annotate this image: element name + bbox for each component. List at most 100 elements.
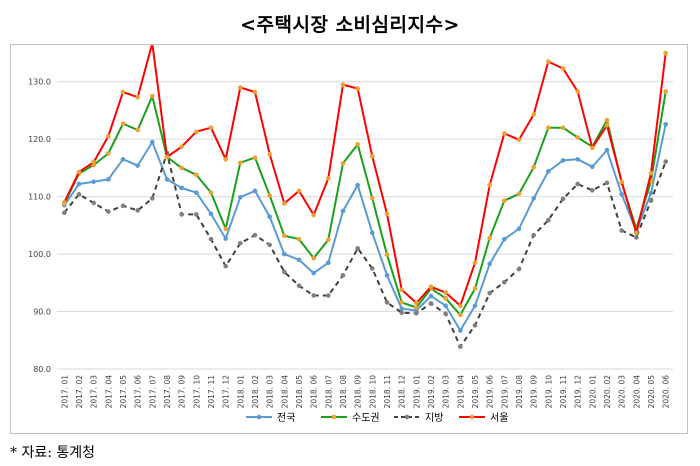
data-point — [560, 66, 566, 71]
data-point — [267, 151, 273, 157]
data-point — [545, 169, 551, 174]
x-tick-label: 2019. 07 — [500, 375, 509, 409]
x-tick-label: 2017. 03 — [90, 375, 99, 409]
data-point — [311, 255, 317, 261]
data-point — [135, 127, 141, 133]
y-axis-ticks: 80.0 90.0 100.0 110.0 120.0 130.0 — [28, 78, 51, 374]
data-point — [560, 158, 566, 163]
data-point — [340, 208, 346, 214]
chart-frame: 80.0 90.0 100.0 110.0 120.0 130.0 2017. 01 201… — [10, 44, 688, 434]
data-point — [237, 160, 243, 166]
x-tick-label: 2018. 07 — [324, 375, 333, 409]
data-point — [296, 188, 302, 194]
data-point — [501, 198, 507, 204]
data-point — [545, 217, 551, 223]
x-tick-label: 2017. 05 — [119, 375, 128, 409]
data-point — [325, 293, 331, 298]
x-tick-label: 2018. 12 — [398, 375, 407, 409]
data-point — [76, 191, 82, 197]
data-point — [384, 272, 390, 278]
x-tick-label: 2018. 06 — [310, 375, 319, 409]
x-tick-label: 2019. 05 — [471, 375, 480, 409]
series-line — [63, 45, 667, 307]
x-tick-label: 2017. 08 — [163, 375, 172, 409]
data-point — [413, 310, 419, 316]
data-point — [575, 135, 581, 140]
data-point — [135, 94, 141, 100]
x-tick-label: 2018. 11 — [383, 375, 392, 409]
data-point — [208, 125, 214, 131]
data-point — [252, 155, 258, 160]
data-point — [589, 187, 595, 193]
data-point — [325, 260, 331, 266]
data-point — [399, 306, 405, 312]
data-point — [252, 89, 258, 95]
series-2 — [61, 150, 669, 349]
data-point — [487, 182, 493, 188]
data-point — [619, 191, 625, 197]
data-point — [281, 201, 287, 206]
data-point — [91, 200, 97, 206]
data-point — [545, 125, 551, 131]
data-point — [384, 252, 390, 258]
data-point — [575, 181, 581, 187]
x-tick-label: 2019. 02 — [427, 375, 436, 409]
chart-title: <주택시장 소비심리지수> — [240, 14, 460, 36]
data-point — [384, 211, 390, 217]
data-point — [575, 156, 581, 162]
grid — [57, 81, 673, 370]
data-point — [428, 301, 434, 306]
data-point — [545, 59, 551, 64]
x-tick-label: 2020. 03 — [618, 375, 627, 409]
x-tick-label: 2020. 02 — [603, 375, 612, 409]
data-point — [340, 160, 346, 166]
y-tick-label: 90.0 — [33, 308, 51, 317]
x-tick-label: 2017. 09 — [178, 375, 187, 409]
data-point — [663, 159, 669, 164]
data-point — [91, 179, 97, 185]
series-line — [63, 152, 667, 348]
data-point — [619, 228, 625, 233]
data-point — [120, 156, 126, 162]
data-point — [457, 303, 463, 309]
data-point — [105, 177, 111, 182]
x-tick-label: 2018. 04 — [280, 375, 289, 409]
series-0 — [61, 121, 669, 333]
data-point — [516, 137, 522, 143]
data-point — [355, 86, 361, 91]
data-point — [604, 123, 610, 128]
data-point — [472, 322, 478, 328]
data-point — [340, 82, 346, 87]
data-point — [311, 293, 317, 298]
x-tick-label: 2018. 03 — [266, 375, 275, 409]
data-point — [120, 203, 126, 209]
data-point — [399, 300, 405, 305]
data-point — [516, 266, 522, 272]
data-point — [179, 185, 185, 191]
data-point — [281, 233, 287, 239]
data-point — [135, 163, 141, 168]
x-tick-label: 2019. 09 — [530, 375, 539, 409]
x-tick-label: 2017. 06 — [134, 375, 143, 409]
x-tick-label: 2019. 04 — [456, 375, 465, 409]
data-point — [604, 180, 610, 186]
data-point — [296, 257, 302, 263]
data-point — [193, 190, 199, 195]
x-tick-label: 2018. 10 — [368, 375, 377, 409]
data-point — [516, 226, 522, 232]
x-tick-label: 2018. 01 — [236, 375, 245, 409]
data-point — [355, 245, 361, 251]
data-point — [237, 85, 243, 90]
x-tick-label: 2019. 10 — [544, 375, 553, 409]
x-tick-label: 2017. 04 — [104, 375, 113, 409]
data-point — [560, 125, 566, 131]
data-point — [296, 283, 302, 289]
x-tick-label: 2018. 05 — [295, 375, 304, 409]
data-point — [149, 196, 155, 201]
data-point — [281, 269, 287, 275]
data-point — [105, 133, 111, 139]
data-point — [237, 240, 243, 246]
x-axis-ticks: 2017. 01 2017. 02 2017. 03 2017. 04 2017. 05… — [60, 375, 670, 409]
y-tick-label: 100.0 — [28, 250, 51, 259]
data-point — [575, 89, 581, 94]
